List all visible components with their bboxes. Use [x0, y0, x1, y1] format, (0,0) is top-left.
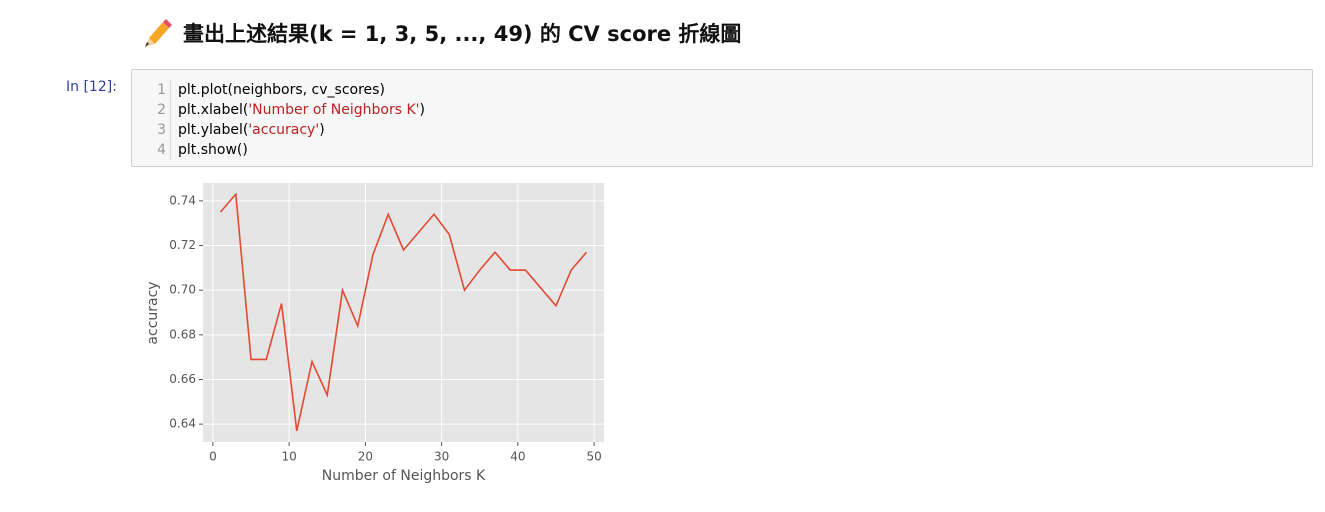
code-text: plt.show()	[178, 142, 248, 158]
x-tick-label: 30	[434, 450, 449, 464]
line-number: 2	[157, 102, 166, 118]
code: plt.plot(neighbors, cv_scores) plt.xlabel…	[178, 80, 425, 160]
code-cell[interactable]: 1 2 3 4 plt.plot(neighbors, cv_scores) plt.x…	[131, 69, 1313, 167]
code-string: 'Number of Neighbors K'	[248, 102, 420, 118]
code-line: plt.ylabel('accuracy')	[178, 120, 425, 140]
code-string: 'accuracy'	[248, 122, 320, 138]
data-line	[219, 192, 588, 432]
pencil-icon	[145, 19, 172, 47]
code-text: plt.ylabel(	[178, 122, 249, 138]
x-tick-label: 50	[586, 450, 601, 464]
y-tick-label: 0.68	[169, 327, 196, 341]
y-tick-label: 0.74	[169, 193, 196, 207]
x-tick-label: 40	[510, 450, 525, 464]
cell-prompt: In [12]:	[66, 79, 117, 95]
y-tick-label: 0.70	[169, 283, 196, 297]
code-text: )	[319, 122, 325, 138]
y-axis-label: accuracy	[145, 281, 161, 344]
x-tick-label: 0	[209, 450, 217, 464]
code-line: plt.xlabel('Number of Neighbors K')	[178, 100, 425, 120]
x-tick-label: 10	[282, 450, 297, 464]
y-tick-label: 0.66	[169, 372, 196, 386]
code-line: plt.plot(neighbors, cv_scores)	[178, 80, 425, 100]
code-line: plt.show()	[178, 140, 425, 160]
line-number: 4	[157, 142, 166, 158]
heading: 畫出上述結果(k = 1, 3, 5, ..., 49) 的 CV score …	[183, 22, 742, 46]
code-text: plt.plot(neighbors, cv_scores)	[178, 82, 385, 98]
x-tick-label: 20	[358, 450, 373, 464]
line-number: 3	[157, 122, 166, 138]
y-tick-label: 0.64	[169, 417, 196, 431]
x-axis-label: Number of Neighbors K	[322, 468, 486, 484]
plot-area	[203, 183, 604, 442]
chart: 0.64 0.66 0.68 0.70 0.72 0.74 0 10 20 30 40 50 Numbe…	[145, 183, 604, 484]
code-text: )	[419, 102, 425, 118]
line-number: 1	[157, 82, 166, 98]
code-text: plt.xlabel(	[178, 102, 249, 118]
line-numbers: 1 2 3 4	[142, 80, 171, 160]
y-tick-label: 0.72	[169, 238, 196, 252]
